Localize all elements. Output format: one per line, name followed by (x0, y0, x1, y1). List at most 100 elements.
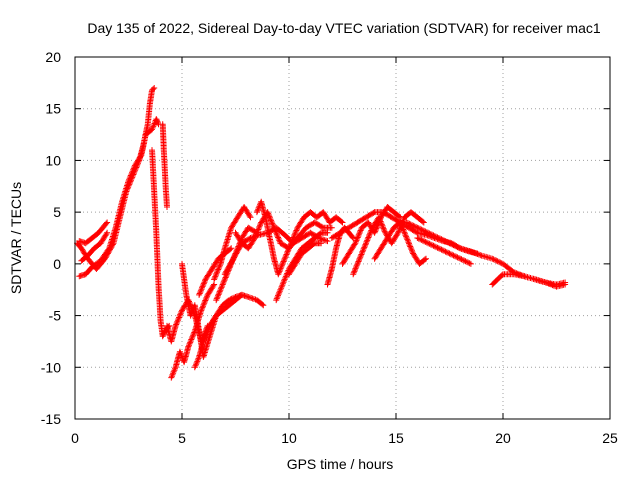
data-point (198, 306, 205, 312)
data-point (402, 232, 409, 239)
data-point (206, 324, 213, 331)
data-point (220, 278, 227, 285)
data-point (190, 330, 197, 337)
data-point (405, 220, 411, 227)
data-point (349, 234, 356, 240)
data-point (214, 269, 220, 276)
data-point (351, 268, 358, 275)
data-point (407, 244, 414, 251)
data-point (189, 333, 196, 340)
data-point (286, 244, 293, 251)
data-point (354, 259, 361, 266)
data-point (498, 272, 505, 279)
data-point (441, 237, 448, 244)
data-point (197, 289, 204, 296)
data-point (246, 235, 253, 242)
y-tick-label: -10 (41, 359, 61, 375)
data-point (215, 265, 222, 272)
data-point (202, 296, 209, 303)
data-point (201, 300, 208, 307)
y-axis-label: SDTVAR / TECUs (8, 182, 24, 294)
data-point (475, 251, 482, 258)
data-point (423, 239, 430, 246)
data-point (255, 225, 262, 232)
data-point (421, 238, 428, 245)
data-point (256, 223, 263, 230)
data-point (357, 252, 364, 259)
data-point (462, 258, 469, 265)
data-point (413, 229, 420, 236)
data-point (288, 238, 295, 245)
data-point (409, 249, 416, 256)
data-point (494, 258, 501, 265)
data-point (186, 342, 192, 349)
data-point (168, 374, 175, 381)
y-tick-label: 15 (45, 101, 61, 117)
data-point (188, 336, 195, 343)
data-point (381, 227, 388, 233)
data-point (231, 254, 238, 261)
data-point (276, 268, 283, 275)
data-point (273, 231, 280, 238)
data-point (220, 280, 227, 287)
data-point (443, 249, 450, 256)
data-point (450, 252, 457, 259)
data-point (203, 331, 210, 338)
data-point (451, 242, 458, 249)
data-point (363, 238, 370, 245)
data-point (292, 228, 299, 235)
data-point (130, 166, 137, 173)
data-point (406, 220, 413, 227)
data-point (278, 285, 285, 292)
data-point (435, 245, 442, 252)
data-point (190, 332, 197, 339)
data-point (354, 234, 361, 241)
data-point (423, 229, 430, 236)
data-point (201, 335, 208, 342)
data-point (414, 224, 421, 231)
data-point (103, 231, 110, 238)
y-tick-label: -15 (41, 411, 61, 427)
data-point (254, 227, 261, 234)
data-point (127, 172, 134, 179)
data-point (421, 256, 428, 263)
data-point (461, 257, 468, 264)
data-point (125, 178, 132, 185)
data-point (175, 315, 182, 322)
data-point (275, 269, 282, 276)
data-point (429, 231, 436, 238)
data-point (350, 269, 357, 276)
data-point (202, 332, 209, 339)
data-point (193, 361, 200, 368)
data-point (318, 236, 325, 242)
y-tick-label: 0 (53, 256, 61, 272)
data-point (282, 252, 289, 259)
data-point (274, 233, 281, 240)
data-point (422, 238, 429, 245)
data-point (404, 236, 411, 243)
data-point (318, 240, 325, 247)
data-point (227, 246, 234, 253)
data-point (400, 226, 407, 233)
data-point (278, 262, 285, 269)
data-point (351, 241, 358, 248)
data-point (171, 367, 178, 374)
y-tick-label: 10 (45, 152, 61, 168)
data-point (215, 292, 221, 299)
data-point (199, 283, 206, 290)
data-point (422, 228, 429, 235)
data-point (217, 287, 224, 294)
data-point (356, 257, 362, 264)
data-point (489, 255, 496, 262)
data-point (285, 245, 292, 252)
data-point (364, 235, 371, 242)
y-tick-label: -5 (49, 308, 62, 324)
data-point (419, 227, 426, 234)
data-point (425, 240, 432, 247)
data-point (361, 243, 368, 249)
data-point (434, 234, 441, 241)
data-point (275, 271, 282, 278)
data-point (357, 228, 363, 235)
data-point (269, 220, 276, 227)
data-point (394, 231, 401, 238)
